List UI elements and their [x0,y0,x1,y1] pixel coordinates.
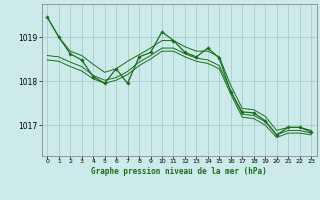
X-axis label: Graphe pression niveau de la mer (hPa): Graphe pression niveau de la mer (hPa) [91,167,267,176]
